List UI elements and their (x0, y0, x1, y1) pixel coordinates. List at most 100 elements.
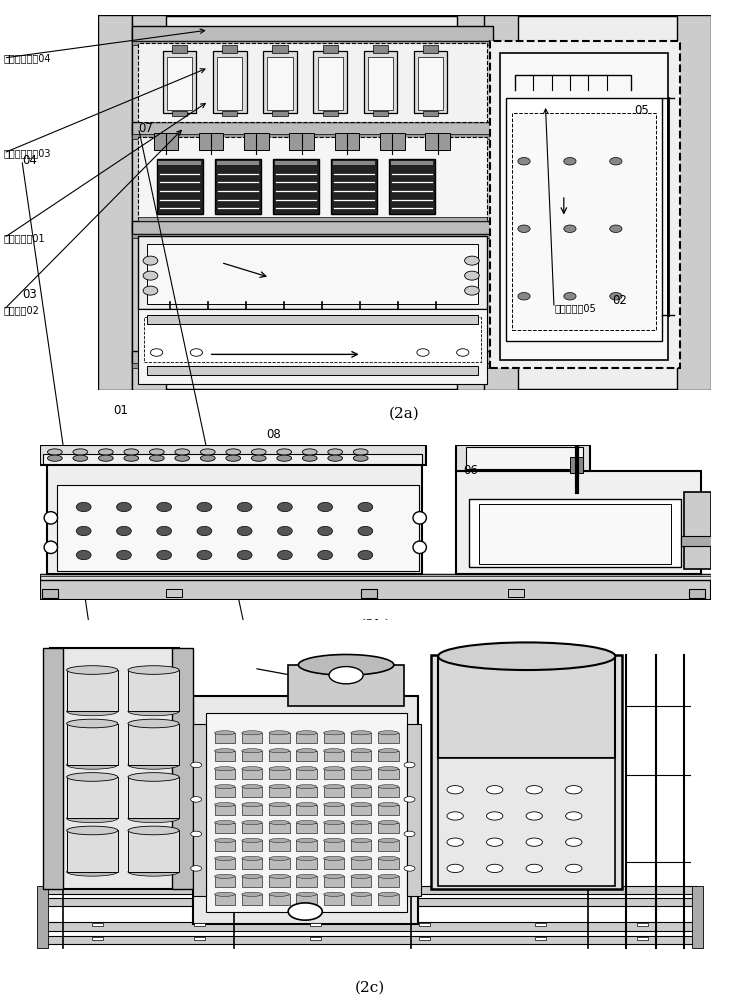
Bar (40, 574, 711, 576)
Bar (324, 858, 344, 869)
Ellipse shape (351, 749, 371, 753)
Circle shape (486, 864, 503, 873)
Bar (297, 894, 317, 905)
Circle shape (447, 838, 464, 846)
Polygon shape (438, 656, 615, 758)
Circle shape (191, 762, 202, 768)
Bar (378, 751, 399, 761)
Ellipse shape (413, 541, 426, 554)
Ellipse shape (297, 749, 317, 753)
Circle shape (464, 256, 479, 265)
Bar (333, 160, 375, 165)
Polygon shape (192, 696, 418, 924)
Ellipse shape (269, 803, 289, 807)
Circle shape (191, 797, 202, 802)
Bar (214, 769, 235, 779)
Ellipse shape (303, 449, 317, 455)
Ellipse shape (44, 512, 58, 524)
Bar (677, 15, 711, 390)
Bar (570, 457, 583, 473)
Ellipse shape (242, 892, 262, 896)
Bar (269, 787, 289, 797)
Ellipse shape (269, 856, 289, 860)
Ellipse shape (242, 767, 262, 771)
Ellipse shape (197, 526, 212, 536)
Bar (269, 805, 289, 815)
Ellipse shape (117, 502, 131, 512)
Ellipse shape (73, 449, 87, 455)
Bar (132, 363, 494, 367)
Bar (244, 133, 269, 150)
Ellipse shape (324, 892, 344, 896)
Text: 阵尼电容单元04: 阵尼电容单元04 (4, 53, 51, 63)
Ellipse shape (413, 512, 426, 524)
Polygon shape (37, 886, 48, 948)
Bar (215, 159, 261, 214)
Ellipse shape (278, 526, 292, 536)
Ellipse shape (66, 868, 118, 876)
Ellipse shape (378, 767, 399, 771)
Bar (637, 937, 648, 940)
Bar (351, 751, 371, 761)
Bar (310, 937, 321, 940)
Ellipse shape (197, 502, 212, 512)
Ellipse shape (157, 550, 171, 560)
Bar (297, 787, 317, 797)
Ellipse shape (378, 749, 399, 753)
Bar (389, 159, 435, 214)
Bar (275, 160, 317, 165)
Ellipse shape (297, 803, 317, 807)
Ellipse shape (214, 785, 235, 789)
Bar (297, 840, 317, 851)
Circle shape (417, 349, 429, 356)
Ellipse shape (328, 449, 343, 455)
Ellipse shape (242, 874, 262, 878)
Circle shape (486, 838, 503, 846)
Polygon shape (43, 922, 697, 930)
Ellipse shape (242, 838, 262, 843)
Circle shape (566, 812, 582, 820)
Ellipse shape (351, 856, 371, 860)
Circle shape (609, 225, 622, 232)
Ellipse shape (252, 455, 266, 461)
Circle shape (609, 292, 622, 300)
Bar (297, 858, 317, 869)
Polygon shape (288, 665, 404, 706)
Ellipse shape (175, 449, 190, 455)
Bar (297, 876, 317, 887)
Bar (456, 445, 590, 471)
Bar (324, 840, 344, 851)
Bar (147, 366, 478, 375)
Circle shape (447, 864, 464, 873)
Ellipse shape (378, 856, 399, 860)
Ellipse shape (214, 856, 235, 860)
Ellipse shape (269, 838, 289, 843)
Ellipse shape (324, 803, 344, 807)
Ellipse shape (324, 856, 344, 860)
Bar (40, 575, 711, 600)
Polygon shape (43, 936, 697, 944)
Polygon shape (438, 758, 615, 886)
Ellipse shape (128, 761, 179, 769)
Circle shape (564, 292, 576, 300)
Circle shape (150, 349, 163, 356)
Ellipse shape (269, 767, 289, 771)
Bar (199, 133, 223, 150)
Bar (508, 589, 524, 597)
Polygon shape (66, 670, 118, 711)
Circle shape (486, 812, 503, 820)
Ellipse shape (351, 785, 371, 789)
Bar (466, 447, 583, 469)
Bar (57, 485, 419, 571)
Ellipse shape (226, 449, 241, 455)
Bar (214, 787, 235, 797)
Bar (491, 41, 680, 367)
Bar (269, 858, 289, 869)
Ellipse shape (214, 820, 235, 825)
Bar (47, 460, 422, 574)
Bar (310, 923, 321, 926)
Ellipse shape (269, 749, 289, 753)
Bar (324, 751, 344, 761)
Bar (172, 45, 187, 52)
Bar (331, 159, 377, 214)
